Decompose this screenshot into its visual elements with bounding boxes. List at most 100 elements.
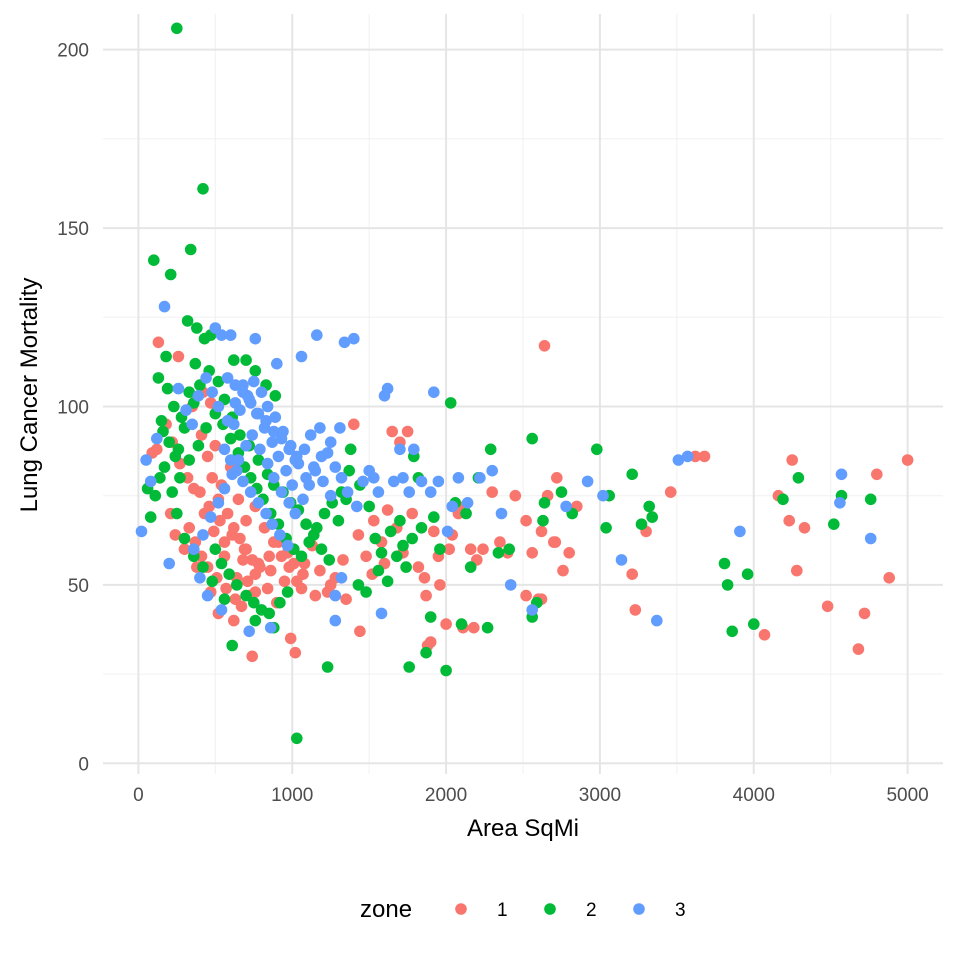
data-point-zone-1 bbox=[203, 500, 215, 513]
data-point-zone-3 bbox=[266, 518, 279, 530]
data-point-zone-2 bbox=[161, 382, 174, 395]
data-point-zone-3 bbox=[334, 422, 346, 434]
data-point-zone-3 bbox=[446, 500, 459, 513]
data-point-zone-3 bbox=[394, 443, 406, 456]
data-point-zone-3 bbox=[151, 432, 163, 445]
data-point-zone-3 bbox=[581, 475, 594, 488]
data-point-zone-2 bbox=[394, 514, 406, 527]
data-point-zone-3 bbox=[834, 497, 846, 509]
data-point-zone-3 bbox=[560, 500, 572, 513]
data-point-zone-3 bbox=[424, 486, 437, 498]
data-point-zone-1 bbox=[297, 568, 309, 580]
data-point-zone-2 bbox=[295, 550, 308, 563]
data-point-zone-1 bbox=[758, 629, 771, 641]
data-point-zone-2 bbox=[381, 575, 394, 588]
data-point-zone-2 bbox=[748, 618, 760, 630]
data-point-zone-3 bbox=[441, 525, 454, 538]
data-point-zone-1 bbox=[220, 582, 232, 595]
data-point-zone-3 bbox=[504, 579, 517, 591]
legend-title: zone bbox=[360, 896, 412, 923]
data-point-zone-1 bbox=[420, 589, 432, 602]
data-point-zone-2 bbox=[626, 468, 638, 481]
data-point-zone-2 bbox=[403, 661, 416, 673]
data-point-zone-1 bbox=[520, 514, 532, 527]
data-point-zone-1 bbox=[340, 593, 352, 605]
data-point-zone-1 bbox=[246, 650, 258, 663]
data-point-zone-3 bbox=[215, 329, 228, 341]
data-point-zone-1 bbox=[883, 572, 895, 584]
x-tick-label: 1000 bbox=[271, 785, 313, 806]
data-point-zone-3 bbox=[200, 372, 212, 384]
data-point-zone-3 bbox=[335, 472, 348, 484]
data-point-zone-1 bbox=[246, 554, 258, 566]
data-point-zone-1 bbox=[240, 514, 252, 527]
data-point-zone-2 bbox=[864, 493, 877, 506]
data-point-zone-2 bbox=[792, 472, 805, 484]
data-point-zone-1 bbox=[381, 504, 394, 516]
data-point-zone-3 bbox=[314, 422, 326, 434]
data-point-zone-1 bbox=[798, 522, 811, 534]
data-point-zone-1 bbox=[468, 621, 480, 634]
data-point-zone-1 bbox=[401, 425, 414, 438]
data-point-zone-1 bbox=[443, 543, 456, 555]
data-point-zone-2 bbox=[440, 664, 452, 677]
data-point-zone-2 bbox=[321, 661, 334, 673]
data-point-zone-1 bbox=[538, 340, 551, 352]
data-points bbox=[135, 22, 914, 745]
data-point-zone-2 bbox=[231, 579, 243, 591]
data-point-zone-3 bbox=[428, 386, 440, 399]
data-point-zone-2 bbox=[172, 443, 185, 456]
data-point-zone-2 bbox=[352, 579, 365, 591]
data-point-zone-2 bbox=[455, 618, 468, 630]
data-point-zone-1 bbox=[208, 525, 220, 538]
data-point-zone-3 bbox=[381, 382, 394, 395]
data-point-zone-2 bbox=[721, 579, 734, 591]
data-point-zone-1 bbox=[249, 586, 262, 598]
data-point-zone-2 bbox=[152, 372, 165, 384]
data-point-zone-2 bbox=[777, 493, 789, 506]
data-point-zone-1 bbox=[424, 636, 437, 648]
data-point-zone-3 bbox=[300, 472, 312, 484]
data-point-zone-3 bbox=[243, 625, 255, 638]
data-point-zone-2 bbox=[183, 386, 195, 399]
data-point-zone-3 bbox=[286, 479, 299, 491]
legend-key-zone-1 bbox=[455, 903, 467, 915]
data-point-zone-2 bbox=[181, 315, 194, 327]
minor-gridlines bbox=[103, 14, 943, 774]
data-point-zone-3 bbox=[280, 464, 292, 477]
data-point-zone-2 bbox=[741, 568, 754, 580]
x-axis-tick-labels: 0 1000 2000 3000 4000 5000 bbox=[133, 785, 929, 806]
data-point-zone-3 bbox=[260, 415, 272, 427]
data-point-zone-2 bbox=[363, 500, 376, 513]
data-point-zone-1 bbox=[852, 643, 865, 655]
data-point-zone-3 bbox=[315, 450, 328, 463]
data-point-zone-3 bbox=[295, 350, 308, 363]
data-point-zone-3 bbox=[338, 336, 351, 349]
data-point-zone-2 bbox=[171, 22, 183, 35]
data-point-zone-1 bbox=[237, 554, 249, 566]
data-point-zone-3 bbox=[275, 432, 288, 445]
data-point-zone-2 bbox=[343, 464, 356, 477]
data-point-zone-2 bbox=[434, 543, 446, 555]
data-point-zone-2 bbox=[323, 554, 336, 566]
data-point-zone-1 bbox=[464, 543, 477, 555]
data-point-zone-3 bbox=[283, 497, 296, 509]
data-point-zone-3 bbox=[194, 572, 206, 584]
data-point-zone-3 bbox=[268, 425, 280, 438]
data-point-zone-2 bbox=[311, 522, 323, 534]
data-point-zone-1 bbox=[284, 632, 297, 645]
data-point-zone-3 bbox=[271, 357, 283, 370]
data-point-zone-3 bbox=[269, 411, 282, 424]
data-point-zone-3 bbox=[734, 525, 746, 538]
data-point-zone-1 bbox=[386, 425, 399, 438]
data-point-zone-3 bbox=[304, 429, 317, 441]
data-point-zone-1 bbox=[337, 554, 349, 566]
data-point-zone-2 bbox=[274, 596, 286, 609]
data-point-zone-3 bbox=[224, 454, 237, 466]
data-point-zone-3 bbox=[246, 429, 258, 441]
data-point-zone-2 bbox=[538, 497, 551, 509]
x-axis-title: Area SqMi bbox=[467, 815, 579, 842]
x-tick-label: 0 bbox=[133, 785, 144, 806]
data-point-zone-3 bbox=[252, 407, 265, 420]
